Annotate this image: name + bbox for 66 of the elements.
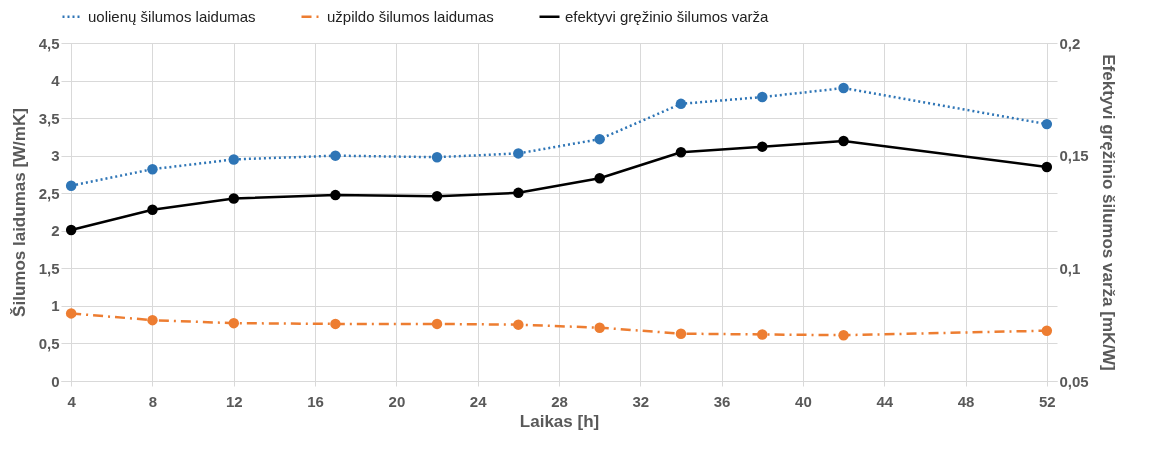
point	[431, 151, 443, 163]
x-tick-label: 32	[632, 392, 650, 410]
point	[675, 98, 687, 110]
x-tick-label: 28	[551, 392, 568, 410]
legend-label: užpildo šilumos laidumas	[327, 7, 494, 25]
point	[675, 328, 687, 339]
point	[228, 154, 240, 165]
point	[513, 148, 524, 159]
y-tick-label: 0	[51, 372, 60, 390]
point	[1041, 161, 1053, 173]
point	[228, 193, 240, 204]
point	[65, 308, 77, 319]
y-tick-label: 4	[51, 72, 61, 90]
x-tick-label: 20	[388, 392, 406, 410]
y2-tick-label: 0,15	[1059, 147, 1089, 165]
y2-tick-label: 0,1	[1059, 259, 1081, 277]
point	[594, 172, 605, 184]
legend-label: uolienų šilumos laidumas	[88, 7, 256, 25]
y2-tick-label: 0,2	[1059, 34, 1081, 52]
x-tick-label: 36	[713, 392, 731, 410]
x-axis-title: Laikas [h]	[519, 411, 600, 431]
point	[513, 319, 524, 330]
x-tick-label: 16	[307, 392, 324, 410]
point	[757, 329, 768, 340]
x-tick-label: 40	[795, 392, 812, 410]
y-tick-label: 2	[51, 222, 60, 240]
y-tick-label: 3,5	[38, 109, 60, 127]
y-tick-label: 3	[51, 147, 60, 165]
point	[228, 317, 240, 329]
x-tick-label: 12	[225, 392, 243, 410]
y-tick-label: 1	[51, 297, 60, 315]
point	[330, 318, 341, 330]
point	[147, 314, 158, 326]
x-tick-label: 24	[469, 392, 488, 410]
point	[65, 180, 77, 191]
point	[594, 133, 605, 145]
y-tick-label: 4,5	[38, 34, 60, 52]
x-tick-label: 4	[67, 392, 77, 410]
point	[147, 163, 158, 175]
point	[65, 224, 77, 236]
point	[838, 329, 849, 341]
x-tick-label: 48	[957, 392, 975, 410]
point	[594, 322, 605, 333]
y2-tick-label: 0,05	[1059, 372, 1089, 390]
y2-axis-title: Efektyvi gręžinio šilumos varža [mK/W]	[1098, 54, 1118, 371]
point	[675, 147, 687, 158]
point	[330, 189, 341, 201]
y-axis-title: Šilumos laidumas [W/mK]	[9, 108, 29, 317]
point	[330, 150, 341, 161]
x-tick-label: 8	[148, 392, 158, 410]
legend-label: efektyvi gręžinio šilumos varža	[565, 7, 770, 25]
point	[431, 318, 443, 330]
x-tick-label: 44	[876, 392, 894, 410]
y-tick-label: 1,5	[38, 259, 60, 277]
point	[431, 190, 443, 202]
x-tick-label: 52	[1038, 392, 1056, 410]
point	[838, 82, 849, 94]
point	[513, 187, 524, 199]
y-tick-label: 2,5	[38, 184, 60, 202]
y-tick-label: 0,5	[38, 334, 60, 352]
point	[147, 204, 158, 215]
point	[757, 91, 768, 103]
point	[838, 135, 849, 147]
point	[1041, 118, 1053, 130]
point	[1041, 325, 1053, 336]
point	[757, 141, 768, 152]
